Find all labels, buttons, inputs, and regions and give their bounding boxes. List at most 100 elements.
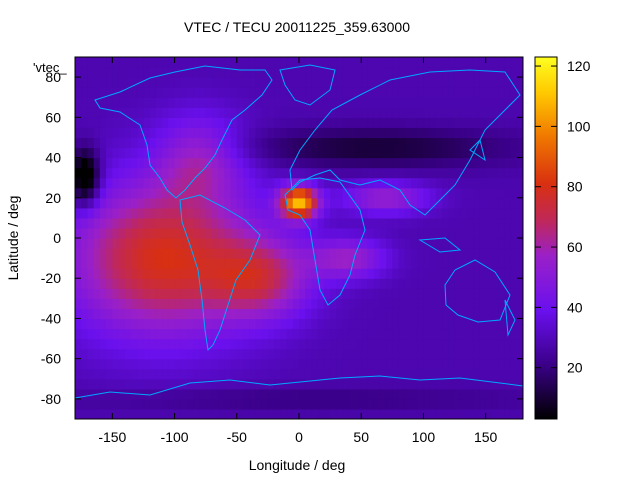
heatmap-cell	[131, 408, 138, 419]
heatmap-cell	[373, 127, 381, 139]
heatmap-cell	[367, 388, 375, 400]
heatmap-cell	[504, 217, 512, 229]
heatmap-cell	[429, 157, 437, 169]
heatmap-cell	[155, 197, 163, 209]
heatmap-cell	[479, 258, 487, 269]
heatmap-cell	[137, 167, 145, 179]
heatmap-cell	[311, 87, 319, 98]
heatmap-cell	[149, 87, 157, 98]
heatmap-cell	[510, 87, 518, 98]
heatmap-cell	[87, 238, 95, 249]
heatmap-cell	[137, 117, 145, 128]
heatmap-cell	[342, 248, 350, 259]
heatmap-cell	[205, 398, 213, 410]
heatmap-cell	[311, 107, 319, 118]
heatmap-cell	[398, 117, 406, 128]
heatmap-cell	[236, 207, 244, 219]
heatmap-cell	[442, 318, 449, 330]
heatmap-cell	[236, 107, 244, 118]
heatmap-cell	[267, 358, 275, 370]
heatmap-cell	[255, 318, 263, 330]
heatmap-cell	[330, 308, 337, 320]
heatmap-cell	[379, 348, 387, 360]
heatmap-cell	[417, 177, 425, 189]
heatmap-cell	[106, 328, 113, 340]
heatmap-cell	[311, 167, 319, 179]
heatmap-cell	[417, 227, 425, 239]
heatmap-cell	[485, 368, 493, 380]
heatmap-cell	[386, 248, 393, 259]
heatmap-cell	[442, 238, 449, 249]
heatmap-cell	[386, 398, 393, 410]
heatmap-cell	[224, 67, 232, 78]
heatmap-cell	[379, 278, 387, 289]
heatmap-cell	[93, 408, 101, 419]
heatmap-cell	[398, 338, 406, 350]
heatmap-cell	[398, 57, 406, 68]
heatmap-cell	[336, 167, 344, 179]
heatmap-cell	[187, 318, 194, 330]
heatmap-cell	[473, 157, 481, 169]
heatmap-cell	[162, 97, 169, 108]
heatmap-cell	[516, 227, 523, 239]
heatmap-cell	[510, 177, 518, 189]
heatmap-cell	[255, 97, 263, 108]
heatmap-cell	[218, 57, 225, 68]
heatmap-cell	[460, 378, 468, 390]
heatmap-cell	[299, 137, 306, 149]
heatmap-cell	[510, 278, 518, 289]
heatmap-cell	[429, 358, 437, 370]
heatmap-cell	[124, 378, 132, 390]
heatmap-cell	[398, 157, 406, 169]
heatmap-cell	[435, 328, 443, 340]
heatmap-cell	[131, 137, 138, 149]
heatmap-cell	[342, 298, 350, 309]
heatmap-cell	[305, 248, 313, 259]
heatmap-cell	[174, 57, 182, 68]
heatmap-cell	[187, 217, 194, 229]
heatmap-cell	[473, 338, 481, 350]
heatmap-cell	[336, 97, 344, 108]
heatmap-cell	[81, 117, 89, 128]
heatmap-cell	[243, 87, 250, 98]
heatmap-cell	[373, 348, 381, 360]
heatmap-cell	[168, 177, 176, 189]
heatmap-cell	[348, 398, 356, 410]
heatmap-cell	[392, 177, 400, 189]
heatmap-cell	[99, 348, 107, 360]
heatmap-cell	[485, 87, 493, 98]
heatmap-cell	[243, 67, 250, 78]
heatmap-cell	[112, 97, 120, 108]
heatmap-cell	[323, 157, 331, 169]
heatmap-cell	[230, 107, 238, 118]
heatmap-cell	[149, 358, 157, 370]
heatmap-cell	[336, 398, 344, 410]
y-tick-label: 40	[45, 150, 61, 166]
heatmap-cell	[491, 298, 499, 309]
heatmap-cell	[342, 227, 350, 239]
heatmap-cell	[379, 137, 387, 149]
heatmap-cell	[199, 107, 207, 118]
heatmap-cell	[267, 288, 275, 299]
heatmap-cell	[193, 197, 201, 209]
heatmap-cell	[93, 217, 101, 229]
heatmap-cell	[274, 288, 281, 299]
heatmap-cell	[87, 187, 95, 199]
heatmap-cell	[292, 378, 300, 390]
heatmap-cell	[317, 137, 325, 149]
heatmap-cell	[398, 378, 406, 390]
heatmap-cell	[224, 127, 232, 139]
heatmap-cell	[211, 57, 219, 68]
heatmap-cell	[106, 408, 113, 419]
heatmap-cell	[323, 147, 331, 159]
heatmap-cell	[423, 278, 431, 289]
heatmap-cell	[131, 378, 138, 390]
heatmap-cell	[510, 348, 518, 360]
heatmap-cell	[367, 57, 375, 68]
heatmap-cell	[211, 258, 219, 269]
heatmap-cell	[249, 398, 257, 410]
heatmap-cell	[149, 117, 157, 128]
heatmap-cell	[423, 57, 431, 68]
heatmap-cell	[137, 318, 145, 330]
heatmap-cell	[392, 197, 400, 209]
